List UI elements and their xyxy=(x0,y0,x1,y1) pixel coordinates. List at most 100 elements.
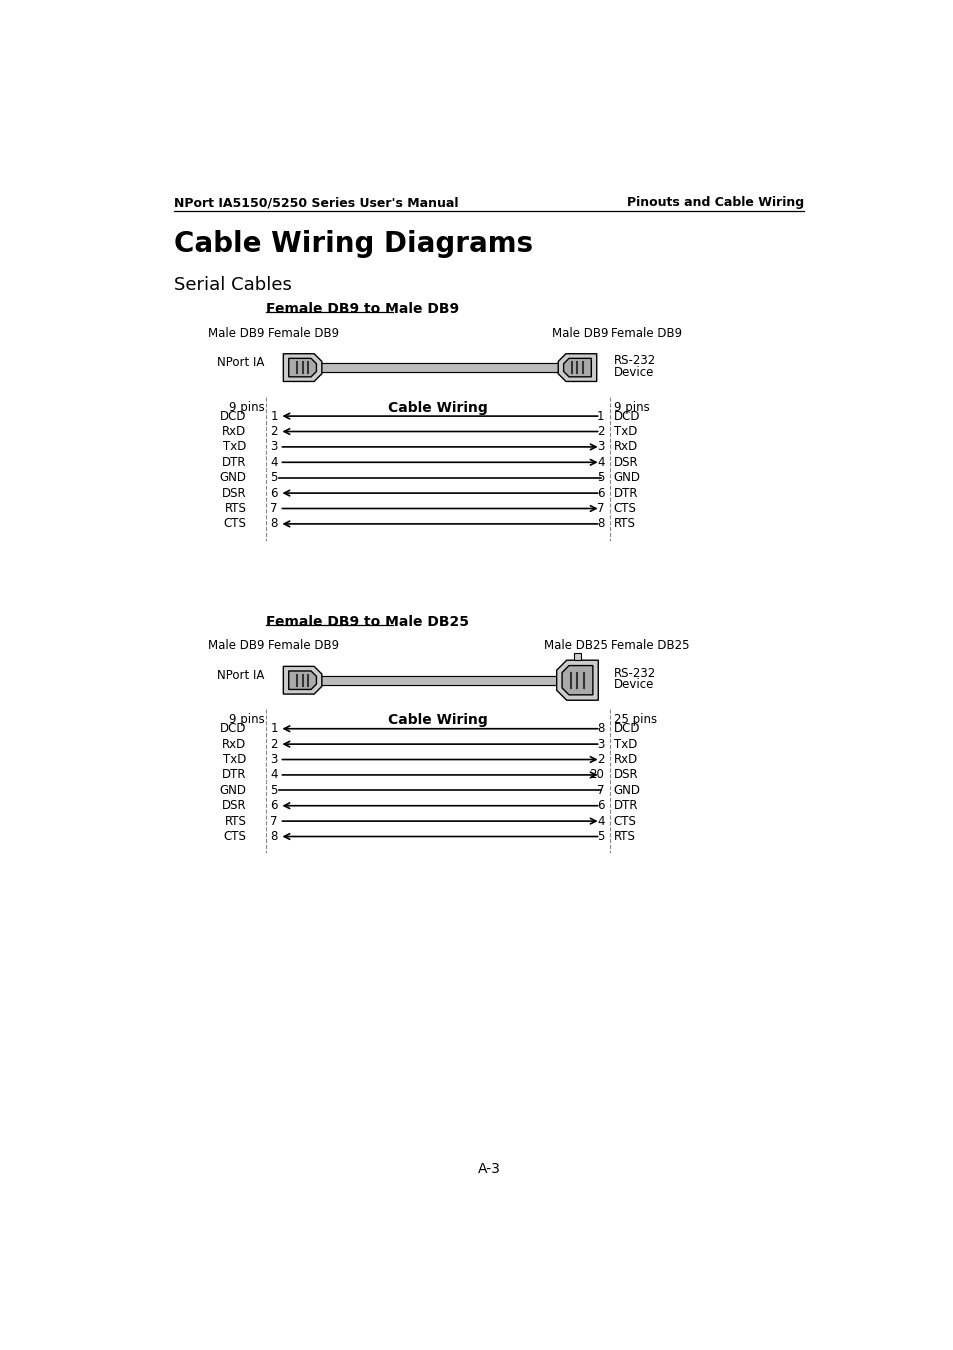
Text: 5: 5 xyxy=(270,784,277,796)
Text: GND: GND xyxy=(219,784,246,796)
Text: 2: 2 xyxy=(597,753,604,765)
Text: 20: 20 xyxy=(589,768,604,782)
Text: CTS: CTS xyxy=(223,517,246,531)
Text: 4: 4 xyxy=(597,456,604,468)
Text: DCD: DCD xyxy=(613,722,639,736)
Text: Female DB9: Female DB9 xyxy=(611,327,681,340)
Text: 1: 1 xyxy=(270,722,277,736)
Text: DSR: DSR xyxy=(613,456,638,468)
Text: 3: 3 xyxy=(270,753,277,765)
Polygon shape xyxy=(561,666,592,695)
Text: TxD: TxD xyxy=(613,425,637,437)
Text: A-3: A-3 xyxy=(477,1162,499,1176)
Text: Cable Wiring: Cable Wiring xyxy=(388,401,488,414)
Text: GND: GND xyxy=(613,784,640,796)
Text: 8: 8 xyxy=(270,830,277,842)
Text: 4: 4 xyxy=(597,814,604,828)
Text: 6: 6 xyxy=(597,799,604,813)
Text: GND: GND xyxy=(613,471,640,485)
Text: DCD: DCD xyxy=(613,409,639,423)
Text: 7: 7 xyxy=(270,502,277,514)
Text: 6: 6 xyxy=(270,486,277,500)
Text: 8: 8 xyxy=(597,722,604,736)
Text: Male DB25: Male DB25 xyxy=(544,640,608,652)
Text: DTR: DTR xyxy=(613,799,638,813)
Text: 6: 6 xyxy=(597,486,604,500)
Text: 2: 2 xyxy=(597,425,604,437)
Text: Female DB9: Female DB9 xyxy=(268,640,338,652)
Text: NPort IA: NPort IA xyxy=(217,356,265,370)
Text: Male DB9: Male DB9 xyxy=(551,327,608,340)
Text: 4: 4 xyxy=(270,768,277,782)
Text: Cable Wiring Diagrams: Cable Wiring Diagrams xyxy=(173,230,533,258)
Text: RTS: RTS xyxy=(224,814,246,828)
Text: 2: 2 xyxy=(270,737,277,751)
Text: TxD: TxD xyxy=(223,440,246,454)
Text: Device: Device xyxy=(613,366,654,379)
Text: RTS: RTS xyxy=(224,502,246,514)
Text: DTR: DTR xyxy=(613,486,638,500)
Text: Female DB25: Female DB25 xyxy=(611,640,689,652)
Text: DTR: DTR xyxy=(222,456,246,468)
Polygon shape xyxy=(283,354,321,382)
Text: RxD: RxD xyxy=(222,425,246,437)
Text: 9 pins: 9 pins xyxy=(229,713,265,726)
Text: 25 pins: 25 pins xyxy=(613,713,656,726)
Text: Cable Wiring: Cable Wiring xyxy=(388,713,488,728)
Text: Female DB9: Female DB9 xyxy=(268,327,338,340)
Text: NPort IA: NPort IA xyxy=(217,670,265,682)
Text: DSR: DSR xyxy=(613,768,638,782)
Text: RS-232: RS-232 xyxy=(613,354,656,367)
Text: 1: 1 xyxy=(270,409,277,423)
Polygon shape xyxy=(557,660,598,701)
Text: RxD: RxD xyxy=(613,440,638,454)
Text: Device: Device xyxy=(613,678,654,691)
Polygon shape xyxy=(563,358,591,377)
Polygon shape xyxy=(289,671,316,690)
Text: Male DB9: Male DB9 xyxy=(208,640,265,652)
Bar xyxy=(573,653,580,660)
Text: DTR: DTR xyxy=(222,768,246,782)
Text: 6: 6 xyxy=(270,799,277,813)
Polygon shape xyxy=(558,354,596,382)
Text: RTS: RTS xyxy=(613,830,635,842)
Text: Pinouts and Cable Wiring: Pinouts and Cable Wiring xyxy=(626,196,803,209)
Text: 2: 2 xyxy=(270,425,277,437)
Text: 5: 5 xyxy=(597,471,604,485)
Text: RS-232: RS-232 xyxy=(613,667,656,680)
Text: DCD: DCD xyxy=(219,409,246,423)
Polygon shape xyxy=(289,358,316,377)
Text: 9 pins: 9 pins xyxy=(613,401,649,413)
Text: DSR: DSR xyxy=(221,486,246,500)
Text: 3: 3 xyxy=(270,440,277,454)
Text: RxD: RxD xyxy=(613,753,638,765)
Text: 5: 5 xyxy=(597,830,604,842)
Text: 7: 7 xyxy=(270,814,277,828)
Text: RxD: RxD xyxy=(222,737,246,751)
Text: CTS: CTS xyxy=(223,830,246,842)
Text: 7: 7 xyxy=(597,784,604,796)
Text: 8: 8 xyxy=(597,517,604,531)
Text: TxD: TxD xyxy=(223,753,246,765)
Text: GND: GND xyxy=(219,471,246,485)
Text: 4: 4 xyxy=(270,456,277,468)
Text: 3: 3 xyxy=(597,440,604,454)
Text: Serial Cables: Serial Cables xyxy=(173,275,292,294)
Text: CTS: CTS xyxy=(613,502,636,514)
Text: RTS: RTS xyxy=(613,517,635,531)
Text: 1: 1 xyxy=(597,409,604,423)
Text: 5: 5 xyxy=(270,471,277,485)
Text: 8: 8 xyxy=(270,517,277,531)
Text: DSR: DSR xyxy=(221,799,246,813)
Text: CTS: CTS xyxy=(613,814,636,828)
Text: NPort IA5150/5250 Series User's Manual: NPort IA5150/5250 Series User's Manual xyxy=(173,196,458,209)
Text: 9 pins: 9 pins xyxy=(229,401,265,413)
Polygon shape xyxy=(283,667,321,694)
Text: TxD: TxD xyxy=(613,737,637,751)
Text: DCD: DCD xyxy=(219,722,246,736)
Text: 7: 7 xyxy=(597,502,604,514)
Text: 3: 3 xyxy=(597,737,604,751)
Text: Male DB9: Male DB9 xyxy=(208,327,265,340)
Text: Female DB9 to Male DB9: Female DB9 to Male DB9 xyxy=(266,302,459,316)
Text: Female DB9 to Male DB25: Female DB9 to Male DB25 xyxy=(266,614,469,629)
